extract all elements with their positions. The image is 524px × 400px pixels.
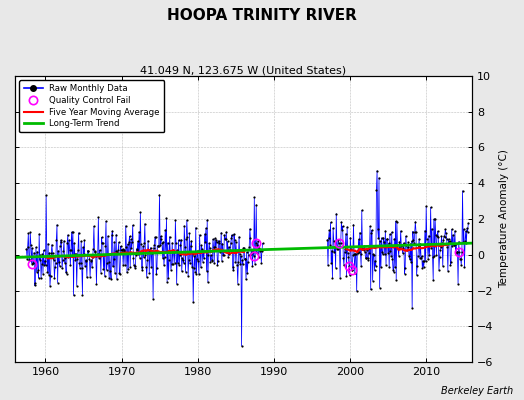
Text: Berkeley Earth: Berkeley Earth — [441, 386, 514, 396]
Legend: Raw Monthly Data, Quality Control Fail, Five Year Moving Average, Long-Term Tren: Raw Monthly Data, Quality Control Fail, … — [19, 80, 164, 132]
Y-axis label: Temperature Anomaly (°C): Temperature Anomaly (°C) — [499, 150, 509, 288]
Title: 41.049 N, 123.675 W (United States): 41.049 N, 123.675 W (United States) — [140, 65, 346, 75]
Text: HOOPA TRINITY RIVER: HOOPA TRINITY RIVER — [167, 8, 357, 23]
